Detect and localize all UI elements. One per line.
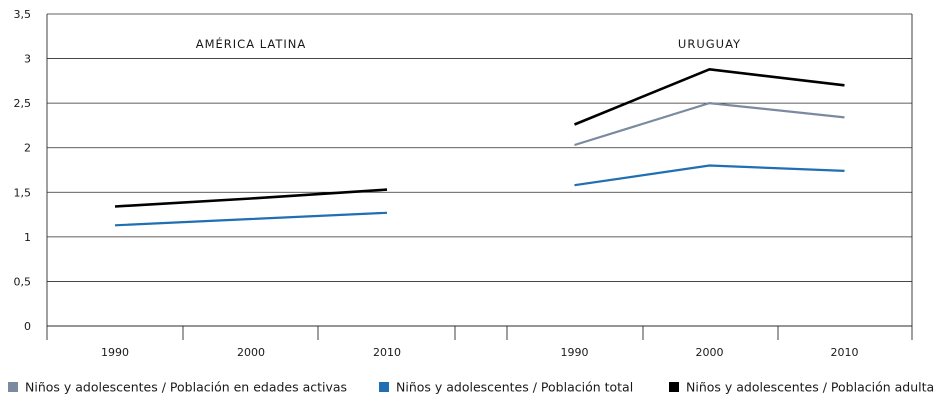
y-tick-label: 1 (24, 231, 31, 244)
legend-label-activas: Niños y adolescentes / Población en edad… (25, 380, 347, 395)
series-line-adulta (574, 67, 845, 126)
series-line-total (574, 164, 845, 187)
y-tick-label: 2,5 (14, 97, 32, 110)
y-tick-label: 0,5 (14, 275, 32, 288)
x-tick-label: 2010 (373, 346, 401, 359)
y-tick-label: 1,5 (14, 186, 32, 199)
x-tick-label: 2010 (831, 346, 859, 359)
y-tick-label: 3 (24, 53, 31, 66)
y-tick-label: 2 (24, 142, 31, 155)
panel-title: AMÉRICA LATINA (196, 36, 307, 51)
series-line-activas (574, 101, 845, 147)
series-line-total (114, 211, 388, 227)
series-line-adulta (114, 188, 388, 208)
x-tick-label: 2000 (696, 346, 724, 359)
legend-swatch-total (379, 382, 389, 392)
x-tick-label: 1990 (561, 346, 589, 359)
y-tick-label: 0 (24, 320, 31, 333)
y-tick-label: 3,5 (14, 8, 32, 21)
legend-swatch-adulta (669, 382, 679, 392)
legend-swatch-activas (8, 382, 18, 392)
axes: 0 0,5 1 1,5 2 2,5 3 3,5 1990 2000 2010 1990 2000 2010 (14, 8, 913, 359)
panel-titles: AMÉRICA LATINA URUGUAY (196, 36, 741, 51)
x-tick-label: 1990 (101, 346, 129, 359)
x-tick-label: 2000 (237, 346, 265, 359)
gridlines (47, 13, 912, 282)
series-lines (114, 67, 845, 227)
legend-label-total: Niños y adolescentes / Población total (396, 380, 633, 395)
legend: Niños y adolescentes / Población en edad… (8, 380, 934, 395)
legend-label-adulta: Niños y adolescentes / Población adulta (686, 380, 934, 395)
panel-title: URUGUAY (678, 37, 741, 51)
